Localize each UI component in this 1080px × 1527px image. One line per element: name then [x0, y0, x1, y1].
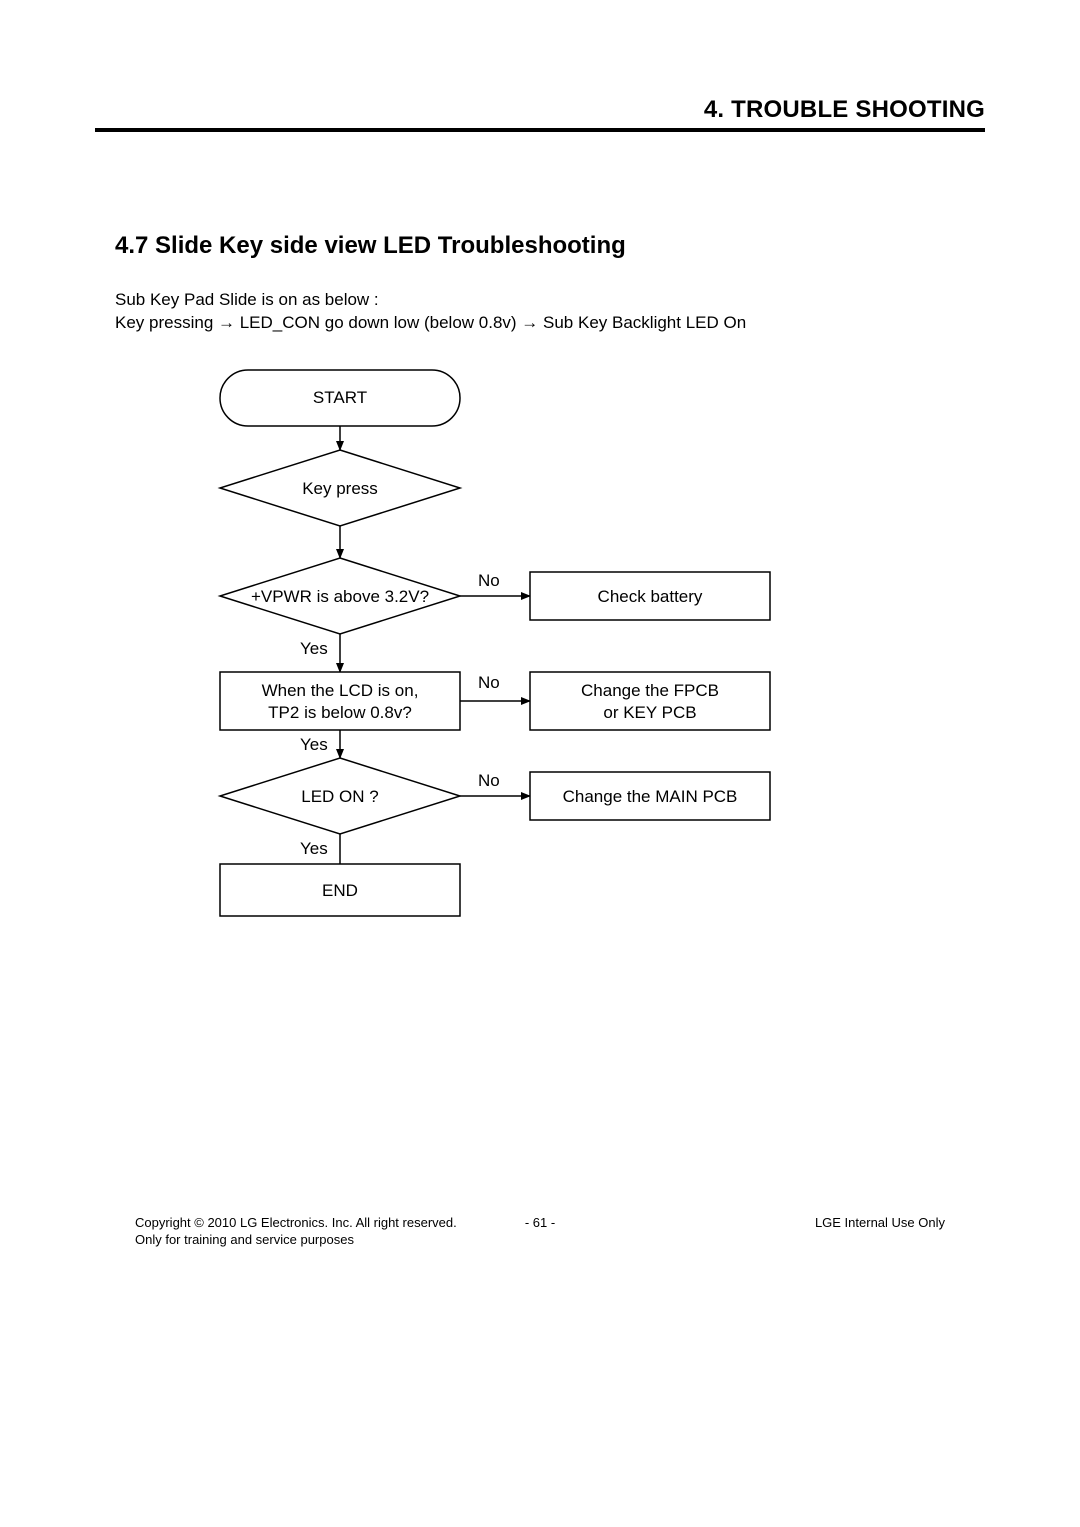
flow-edge-label-yes: Yes — [300, 639, 328, 658]
flow-node-end: END — [220, 864, 460, 916]
footer-confidential: LGE Internal Use Only — [815, 1215, 945, 1230]
flow-node-check-battery-label: Check battery — [598, 587, 703, 606]
flow-node-keypress-label: Key press — [302, 479, 378, 498]
flow-edge-label-no: No — [478, 771, 500, 790]
flow-node-vpwr: +VPWR is above 3.2V? — [220, 558, 460, 634]
flow-edge-label-no: No — [478, 673, 500, 692]
flow-node-mainpcb: Change the MAIN PCB — [530, 772, 770, 820]
flow-node-start-label: START — [313, 388, 367, 407]
flow-node-vpwr-label: +VPWR is above 3.2V? — [251, 587, 429, 606]
flow-node-ledon: LED ON ? — [220, 758, 460, 834]
flow-edge-label-no: No — [478, 571, 500, 590]
flow-node-keypress: Key press — [220, 450, 460, 526]
footer-usage: Only for training and service purposes — [135, 1232, 354, 1247]
flow-edge-label-yes: Yes — [300, 839, 328, 858]
flow-node-fpcb-label1: Change the FPCB — [581, 681, 719, 700]
flow-node-check-battery: Check battery — [530, 572, 770, 620]
page: 4. TROUBLE SHOOTING 4.7 Slide Key side v… — [0, 0, 1080, 1527]
flow-node-tp2-label2: TP2 is below 0.8v? — [268, 703, 412, 722]
flow-node-mainpcb-label: Change the MAIN PCB — [563, 787, 738, 806]
flow-node-fpcb-label2: or KEY PCB — [603, 703, 696, 722]
flow-node-tp2-label1: When the LCD is on, — [262, 681, 419, 700]
flow-node-fpcb: Change the FPCB or KEY PCB — [530, 672, 770, 730]
flow-node-end-label: END — [322, 881, 358, 900]
flowchart: START Key press +VPWR is above 3.2V? No … — [0, 0, 1080, 1100]
flow-edge-label-yes: Yes — [300, 735, 328, 754]
flow-node-ledon-label: LED ON ? — [301, 787, 378, 806]
flow-node-start: START — [220, 370, 460, 426]
flow-node-tp2: When the LCD is on, TP2 is below 0.8v? — [220, 672, 460, 730]
